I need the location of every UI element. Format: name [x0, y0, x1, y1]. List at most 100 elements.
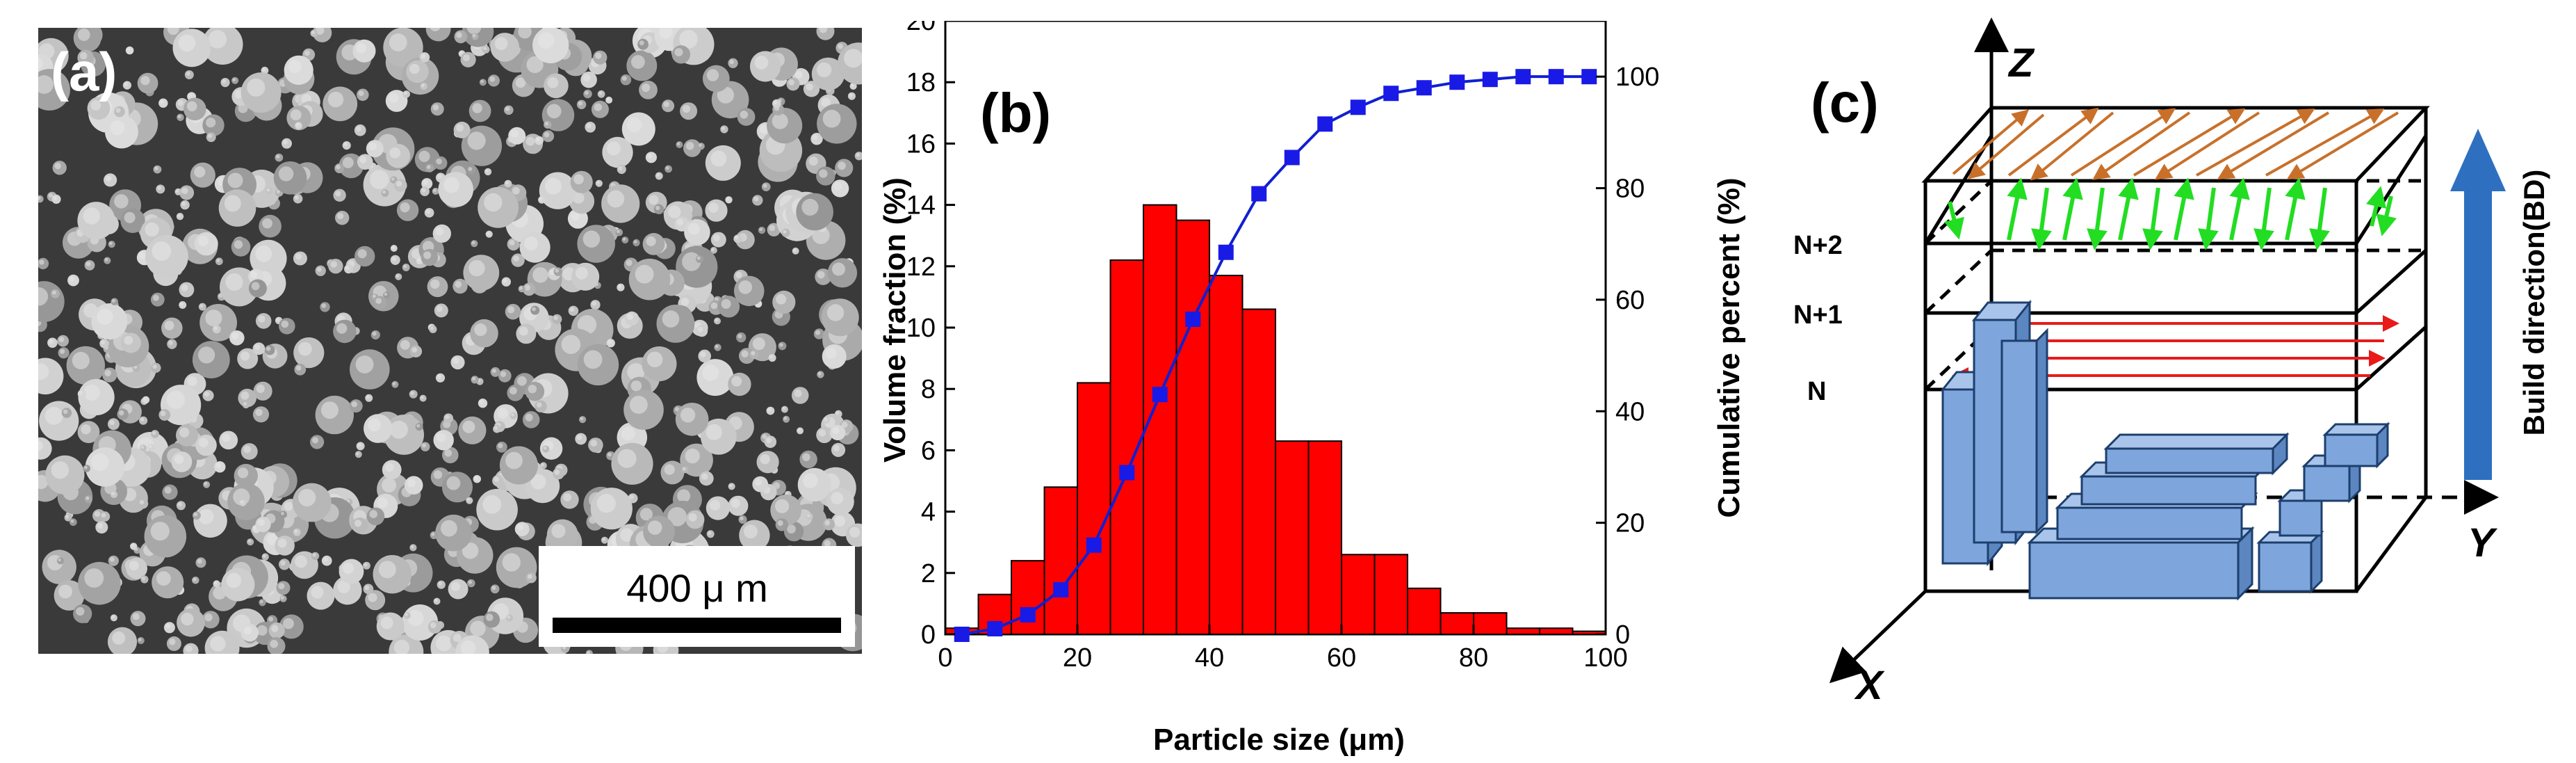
particle-highlight [407, 609, 424, 627]
particle-highlight [585, 90, 589, 95]
particle-highlight [396, 274, 400, 278]
particle-highlight [389, 93, 399, 104]
particle-highlight [63, 409, 68, 414]
cumulative-point [1119, 465, 1135, 481]
particle-highlight [633, 240, 637, 244]
cumulative-point [1020, 607, 1036, 623]
particle-highlight [97, 308, 113, 326]
particle-highlight [751, 351, 756, 355]
particle-highlight [188, 93, 193, 98]
particle-highlight [754, 479, 762, 486]
particle-highlight [215, 463, 221, 468]
particle-highlight [382, 190, 386, 194]
y-tick-label: 12 [906, 252, 936, 282]
histogram-bar [1175, 219, 1210, 635]
particle-highlight [298, 488, 316, 507]
particle-highlight [204, 613, 213, 622]
particle-highlight [432, 104, 439, 111]
particle-highlight [525, 136, 535, 146]
particle-highlight [351, 401, 358, 408]
particle-highlight [356, 451, 359, 456]
particle-highlight [794, 70, 803, 79]
particle-highlight [435, 227, 444, 236]
particle-highlight [541, 463, 544, 467]
particle-highlight [38, 75, 54, 94]
particle-highlight [621, 426, 635, 441]
particle-highlight [586, 123, 592, 129]
particle-highlight [262, 67, 266, 72]
cumulative-point [1053, 581, 1069, 597]
particle-highlight [767, 408, 772, 412]
particle-highlight [528, 385, 537, 394]
particle-highlight [838, 43, 843, 49]
particle-highlight [204, 392, 210, 397]
particle-highlight [295, 365, 302, 371]
particle-highlight [266, 533, 278, 545]
particle-highlight [60, 348, 65, 354]
particle-highlight [378, 561, 396, 579]
particle-highlight [391, 246, 395, 250]
particle-highlight [49, 339, 54, 344]
histogram-bar [1011, 560, 1045, 635]
particle-highlight [38, 440, 43, 451]
particle-highlight [806, 514, 810, 517]
particle-highlight [241, 391, 250, 400]
particle-highlight [590, 440, 598, 447]
particle-highlight [356, 42, 367, 54]
particle-highlight [38, 196, 41, 200]
particle-highlight [507, 615, 510, 619]
particle-highlight [766, 437, 772, 444]
particle-highlight [389, 33, 407, 51]
particle-highlight [77, 29, 90, 41]
particle-highlight [754, 56, 769, 70]
particle-highlight [532, 267, 548, 283]
particle-highlight [474, 476, 478, 480]
particle-highlight [438, 581, 442, 586]
particle-highlight [494, 37, 508, 51]
particle-highlight [111, 492, 115, 495]
particle-highlight [210, 636, 226, 652]
particle-highlight [434, 599, 438, 602]
x-axis-arrow [1829, 590, 1927, 684]
particle-highlight [639, 40, 644, 46]
particle-highlight [368, 143, 377, 151]
particle-highlight [330, 261, 338, 268]
panel-b-label: (b) [980, 82, 1051, 144]
particle-highlight [583, 350, 603, 369]
y2-tick-label: 0 [1615, 620, 1630, 650]
particle-highlight [76, 607, 85, 616]
particle-highlight [832, 427, 840, 435]
cumulative-point [1350, 99, 1366, 115]
particle-highlight [154, 166, 158, 170]
particle-highlight [156, 571, 171, 586]
particle-highlight [234, 240, 243, 249]
particle-highlight [258, 315, 266, 323]
particle-highlight [216, 259, 220, 262]
particle-highlight [224, 195, 241, 212]
particle-highlight [833, 444, 840, 451]
particle-highlight [519, 286, 523, 290]
particle-highlight [524, 284, 530, 291]
particle-highlight [321, 303, 327, 308]
particle-highlight [421, 396, 424, 399]
particle-highlight [646, 236, 656, 246]
particle-highlight [683, 467, 686, 471]
y2-tick-label: 80 [1615, 175, 1645, 204]
particle-highlight [423, 179, 428, 185]
cumulative-point [1284, 150, 1300, 166]
particle-highlight [44, 407, 63, 425]
histogram-bar [1275, 440, 1310, 635]
particle-highlight [833, 182, 842, 191]
particle-highlight [526, 56, 544, 74]
particle-highlight [193, 512, 198, 517]
particle-highlight [773, 100, 778, 105]
particle-highlight [369, 170, 389, 189]
particle-highlight [785, 492, 789, 495]
particle-highlight [505, 106, 510, 111]
particle-highlight [186, 101, 197, 112]
particle-highlight [290, 109, 302, 121]
particle-highlight [436, 305, 443, 312]
particle-highlight [783, 230, 787, 234]
particle-highlight [537, 32, 555, 49]
particle-highlight [824, 540, 831, 547]
